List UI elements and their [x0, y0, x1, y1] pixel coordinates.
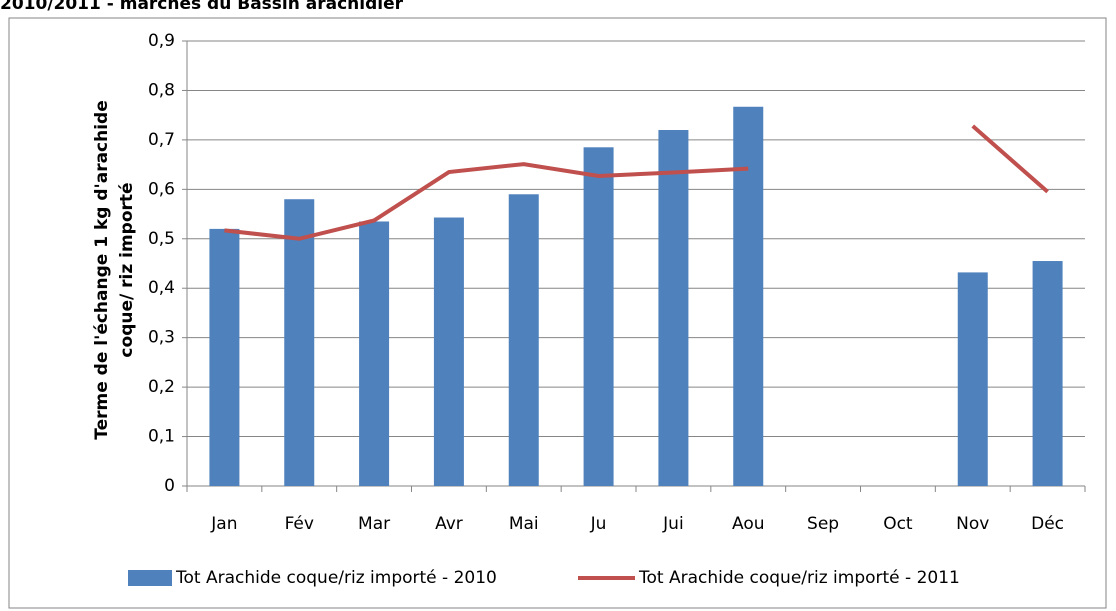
y-axis-title-line: coque/ riz importé [117, 182, 137, 357]
x-tick-label: Avr [435, 514, 463, 534]
y-tick-label: 0,1 [148, 427, 175, 447]
legend-label: Tot Arachide coque/riz importé - 2010 [175, 568, 497, 588]
x-tick-label: Mar [358, 514, 390, 534]
x-tick-label: Mai [509, 514, 539, 534]
y-tick-label: 0,2 [148, 377, 175, 397]
x-tick-label: Jan [210, 514, 237, 534]
bar [733, 106, 764, 486]
y-tick-label: 0,9 [148, 31, 175, 51]
bar [284, 199, 315, 486]
x-tick-label: Nov [956, 514, 989, 534]
x-tick-label: Jui [662, 514, 684, 534]
x-tick-label: Fév [285, 514, 314, 534]
bar [433, 217, 464, 486]
y-axis-title: Terme de l'échange 1 kg d'arachide coque… [92, 100, 137, 440]
y-tick-label: 0,8 [148, 80, 175, 100]
chart-border [8, 17, 1107, 609]
bar [658, 130, 689, 486]
y-tick-label: 0,7 [148, 130, 175, 150]
bar [508, 194, 539, 486]
x-tick-label: Déc [1031, 514, 1064, 534]
chart-title: 2010/2011 - marchés du Bassin arachidier [0, 0, 404, 14]
y-tick-label: 0 [164, 476, 175, 496]
y-axis-title-line: Terme de l'échange 1 kg d'arachide [92, 100, 112, 440]
bar [583, 147, 614, 487]
bar [1032, 261, 1063, 486]
x-tick-label: Aou [732, 514, 765, 534]
bar [359, 221, 390, 486]
x-tick-label: Ju [590, 514, 607, 534]
y-tick-label: 0,3 [148, 328, 175, 348]
legend-swatch [128, 570, 172, 586]
bar [957, 272, 988, 486]
x-tick-label: Sep [807, 514, 839, 534]
y-tick-label: 0,5 [148, 229, 175, 249]
line [224, 124, 1049, 241]
bar [209, 228, 240, 486]
y-tick-label: 0,4 [148, 278, 175, 298]
y-tick-label: 0,6 [148, 179, 175, 199]
legend-label: Tot Arachide coque/riz importé - 2011 [638, 568, 960, 588]
x-tick-label: Oct [883, 514, 913, 534]
